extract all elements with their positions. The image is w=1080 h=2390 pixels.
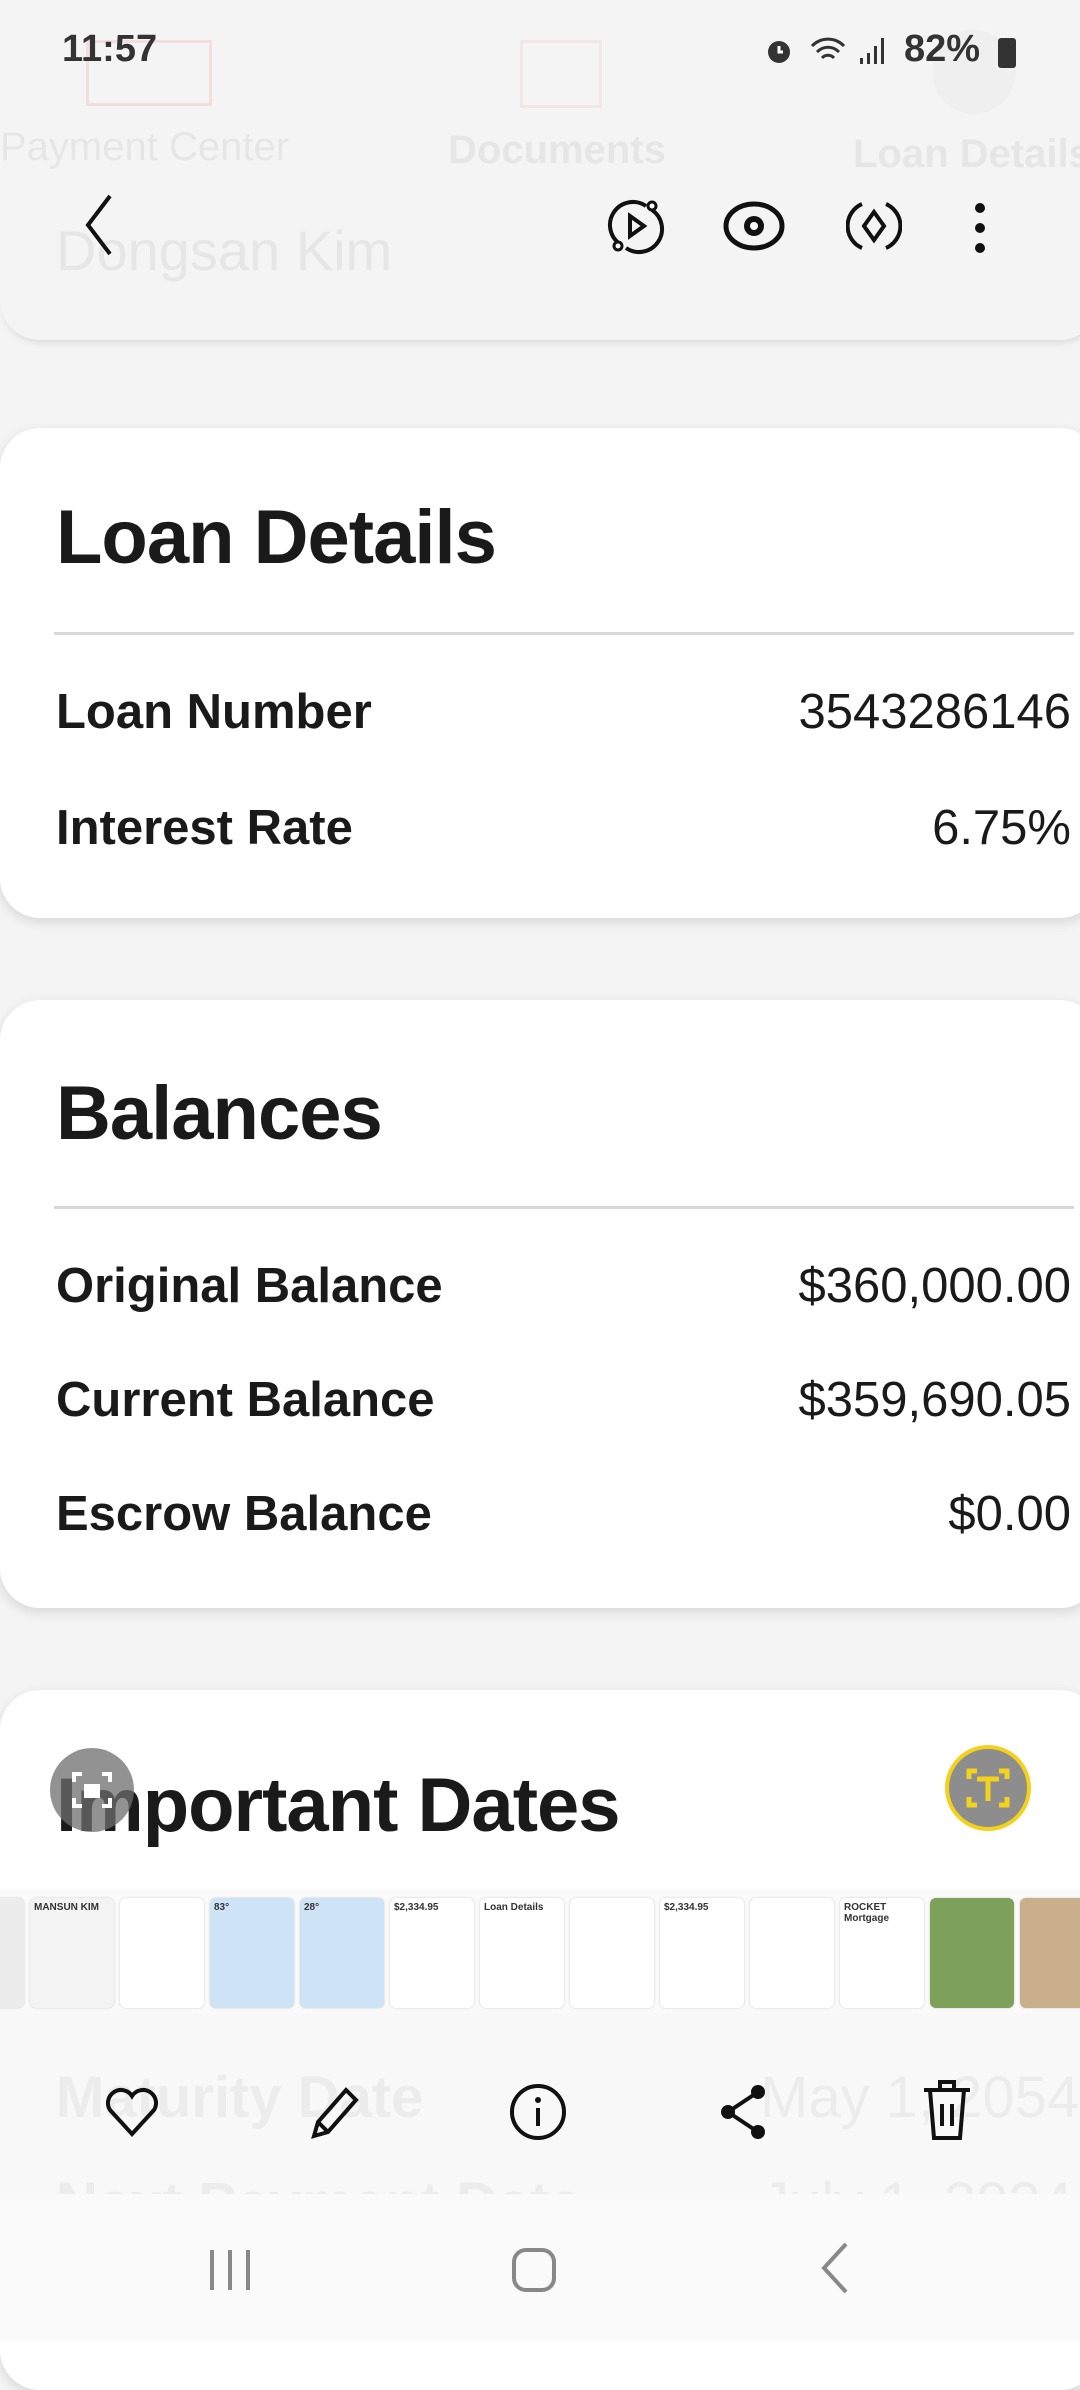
row-label: Escrow Balance bbox=[56, 1487, 432, 1541]
signal-icon bbox=[858, 36, 888, 66]
original-balance-row: Original Balance $360,000.00 bbox=[56, 1258, 1071, 1314]
wifi-icon bbox=[808, 32, 848, 68]
thumbnail-caption: ROCKET Mortgage bbox=[844, 1902, 889, 1924]
system-nav-bar bbox=[0, 2194, 1080, 2340]
thumbnail[interactable]: 83° bbox=[210, 1898, 294, 2008]
loan-details-title: Loan Details bbox=[56, 495, 497, 580]
balances-title: Balances bbox=[56, 1071, 383, 1156]
loan-details-card: Loan Details Loan Number 3543286146 Inter… bbox=[0, 428, 1080, 918]
row-value: $0.00 bbox=[948, 1487, 1071, 1541]
thumbnail[interactable]: $2,334.95 bbox=[390, 1898, 474, 2008]
thumbnail-caption: $2,334.95 bbox=[664, 1902, 709, 1913]
favorite-heart-icon[interactable] bbox=[104, 2086, 160, 2138]
interest-rate-row: Interest Rate 6.75% bbox=[56, 800, 1071, 856]
thumbnail[interactable]: Loan Details bbox=[480, 1898, 564, 2008]
battery-percent: 82% bbox=[904, 28, 981, 70]
alarm-icon bbox=[764, 36, 794, 66]
more-options-icon[interactable] bbox=[970, 200, 990, 256]
info-icon[interactable] bbox=[508, 2082, 568, 2142]
thumbnail[interactable] bbox=[1020, 1898, 1080, 2008]
bg-next-payment-value: July 1, 2024 bbox=[760, 2170, 1073, 2194]
scan-image-icon bbox=[72, 1772, 112, 1808]
bg-payment-icon bbox=[86, 40, 212, 106]
recent-apps-button[interactable] bbox=[206, 2246, 254, 2294]
bg-tab-loan-details: Loan Details bbox=[853, 132, 1080, 176]
status-time: 11:57 bbox=[62, 28, 158, 70]
auto-adjust-icon[interactable] bbox=[846, 196, 902, 256]
divider bbox=[54, 632, 1074, 635]
profile-card bbox=[0, 180, 1080, 340]
back-button[interactable] bbox=[80, 190, 120, 260]
share-icon[interactable] bbox=[716, 2082, 772, 2142]
remaster-play-icon[interactable] bbox=[606, 196, 666, 256]
edit-pencil-icon[interactable] bbox=[306, 2082, 362, 2142]
thumbnail[interactable]: 28° bbox=[300, 1898, 384, 2008]
thumbnail[interactable] bbox=[930, 1898, 1014, 2008]
loan-number-row: Loan Number 3543286146 bbox=[56, 684, 1071, 740]
important-dates-title: Important Dates bbox=[56, 1763, 621, 1848]
divider bbox=[54, 1206, 1074, 1209]
thumbnail[interactable]: MANSUN KIM bbox=[30, 1898, 114, 2008]
eye-icon[interactable] bbox=[722, 198, 786, 254]
action-bar: Maturity Date May 1, 2054 Next Payment D… bbox=[0, 2014, 1080, 2194]
thumbnail[interactable] bbox=[0, 1898, 24, 2008]
system-back-button[interactable] bbox=[818, 2240, 852, 2296]
thumbnail-strip[interactable]: MANSUN KIM 83° 28° $2,334.95 Loan Details $2,… bbox=[0, 1890, 1080, 2014]
thumbnail-caption: Loan Details bbox=[484, 1902, 544, 1913]
text-extract-button[interactable] bbox=[945, 1745, 1031, 1831]
thumbnail[interactable] bbox=[120, 1898, 204, 2008]
escrow-balance-row: Escrow Balance $0.00 bbox=[56, 1486, 1071, 1542]
row-label: Loan Number bbox=[56, 685, 372, 739]
row-label: Original Balance bbox=[56, 1259, 443, 1313]
row-value: $360,000.00 bbox=[798, 1259, 1072, 1313]
thumbnail-caption: $2,334.95 bbox=[394, 1902, 439, 1913]
bg-tab-payment-center: Payment Center bbox=[0, 125, 290, 169]
thumbnail[interactable] bbox=[570, 1898, 654, 2008]
image-lens-button[interactable] bbox=[50, 1748, 134, 1832]
bg-tab-documents: Documents bbox=[448, 128, 666, 172]
bg-folder-icon bbox=[520, 40, 602, 108]
home-button[interactable] bbox=[510, 2246, 558, 2294]
scan-text-icon bbox=[966, 1768, 1010, 1808]
bg-user-name: Dongsan Kim bbox=[56, 219, 393, 282]
thumbnail[interactable] bbox=[750, 1898, 834, 2008]
current-balance-row: Current Balance $359,690.05 bbox=[56, 1372, 1071, 1428]
bg-next-payment-label: Next Payment Date bbox=[56, 2170, 581, 2194]
row-value: 6.75% bbox=[932, 801, 1071, 855]
status-bar: 11:57 82% bbox=[0, 28, 1080, 78]
thumbnail-caption: MANSUN KIM bbox=[34, 1902, 99, 1913]
bg-maturity-date-value: May 1, 2054 bbox=[760, 2065, 1080, 2130]
battery-icon bbox=[998, 38, 1016, 68]
thumbnail-caption: 28° bbox=[304, 1902, 320, 1913]
thumbnail[interactable]: ROCKET Mortgage bbox=[840, 1898, 924, 2008]
thumbnail[interactable]: $2,334.95 bbox=[660, 1898, 744, 2008]
balances-card: Balances Original Balance $360,000.00 Cur… bbox=[0, 1000, 1080, 1608]
row-value: $359,690.05 bbox=[798, 1373, 1072, 1427]
row-label: Interest Rate bbox=[56, 801, 353, 855]
row-value: 3543286146 bbox=[798, 685, 1071, 739]
row-label: Current Balance bbox=[56, 1373, 435, 1427]
delete-trash-icon[interactable] bbox=[920, 2078, 974, 2142]
thumbnail-caption: 83° bbox=[214, 1902, 230, 1913]
